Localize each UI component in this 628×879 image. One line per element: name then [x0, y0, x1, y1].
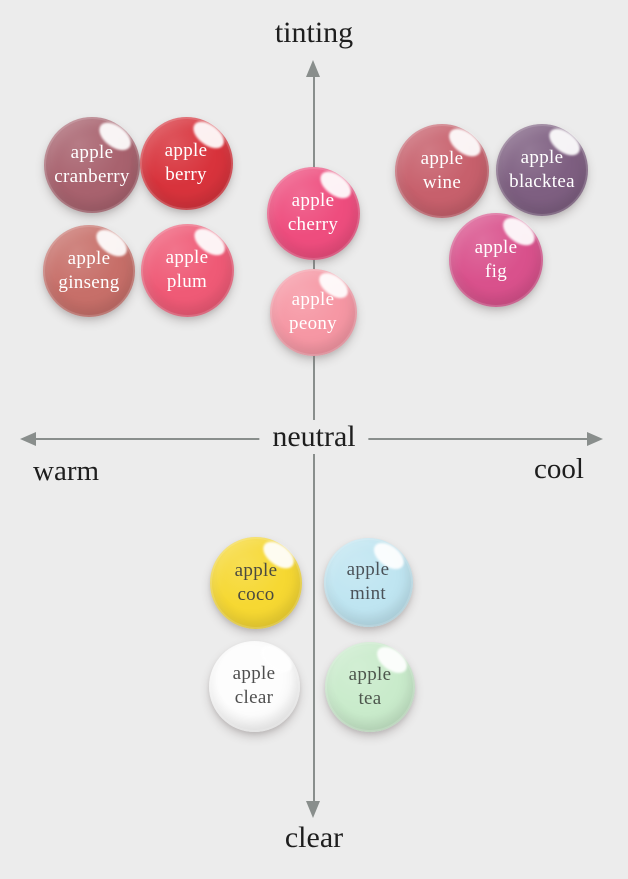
swatch-label-line2: clear	[234, 687, 274, 708]
swatch-apple-clear: apple clear	[208, 640, 300, 732]
swatch-apple-peony: apple peony	[269, 268, 357, 356]
swatch-label-line1: apple	[291, 189, 335, 211]
swatch-label-line2: cranberry	[54, 166, 130, 187]
swatch-apple-tea: apple tea	[325, 641, 415, 732]
swatch-label: apple ginseng	[43, 225, 135, 317]
arrow-up-icon	[306, 60, 320, 77]
swatch-label-line2: peony	[289, 313, 337, 334]
swatch-apple-plum: apple plum	[140, 223, 234, 317]
swatch-apple-mint: apple mint	[323, 537, 413, 627]
swatch-label-line2: blacktea	[509, 171, 575, 192]
swatch-label: apple berry	[140, 117, 233, 210]
swatch-label-line1: apple	[67, 247, 111, 269]
swatch-apple-cranberry: apple cranberry	[44, 116, 140, 213]
swatch-label-line1: apple	[232, 662, 276, 684]
swatch-apple-blacktea: apple blacktea	[496, 123, 588, 216]
swatch-label-line1: apple	[234, 559, 278, 581]
swatch-label: apple plum	[141, 224, 234, 317]
axis-label-clear: clear	[284, 821, 344, 854]
swatch-label: apple cherry	[267, 167, 360, 260]
swatch-label-line2: fig	[484, 261, 507, 282]
swatch-label: apple peony	[270, 269, 357, 356]
swatch-label-line1: apple	[420, 147, 464, 169]
swatch-label: apple mint	[324, 538, 413, 627]
swatch-label-line1: apple	[70, 141, 114, 163]
swatch-apple-wine: apple wine	[395, 123, 489, 218]
swatch-label-line1: apple	[164, 139, 208, 161]
swatch-label: apple wine	[395, 124, 489, 218]
swatch-label-line2: plum	[166, 271, 208, 292]
swatch-label-line1: apple	[346, 558, 390, 580]
arrow-down-icon	[306, 801, 320, 818]
swatch-label-line2: berry	[165, 164, 207, 185]
swatch-label-line2: wine	[422, 172, 462, 193]
swatch-label-line1: apple	[348, 663, 392, 685]
swatch-label-line2: coco	[237, 584, 275, 605]
swatch-label: apple fig	[449, 213, 543, 307]
swatch-label-line1: apple	[165, 246, 209, 268]
swatch-label-line1: apple	[520, 146, 564, 168]
swatch-label-line2: cherry	[287, 214, 339, 235]
swatch-apple-ginseng: apple ginseng	[43, 224, 135, 317]
swatch-label-line1: apple	[291, 288, 335, 310]
axis-label-tinting: tinting	[274, 16, 354, 49]
swatch-label: apple tea	[325, 642, 415, 732]
swatch-label-line1: apple	[474, 236, 518, 258]
swatch-label: apple clear	[209, 641, 300, 732]
axis-label-warm: warm	[33, 455, 100, 487]
swatch-label-line2: mint	[349, 583, 387, 604]
swatch-apple-coco: apple coco	[210, 536, 302, 629]
swatch-label: apple cranberry	[44, 117, 140, 213]
swatch-label: apple coco	[210, 537, 302, 629]
axis-label-cool: cool	[534, 453, 584, 485]
swatch-label-line2: ginseng	[58, 272, 120, 293]
swatch-apple-berry: apple berry	[139, 116, 233, 210]
swatch-label: apple blacktea	[496, 124, 588, 216]
swatch-apple-cherry: apple cherry	[266, 166, 360, 260]
arrow-right-icon	[587, 432, 603, 446]
arrow-left-icon	[20, 432, 36, 446]
swatch-label-line2: tea	[358, 688, 382, 709]
axis-label-neutral: neutral	[259, 420, 369, 454]
swatch-apple-fig: apple fig	[449, 212, 543, 307]
